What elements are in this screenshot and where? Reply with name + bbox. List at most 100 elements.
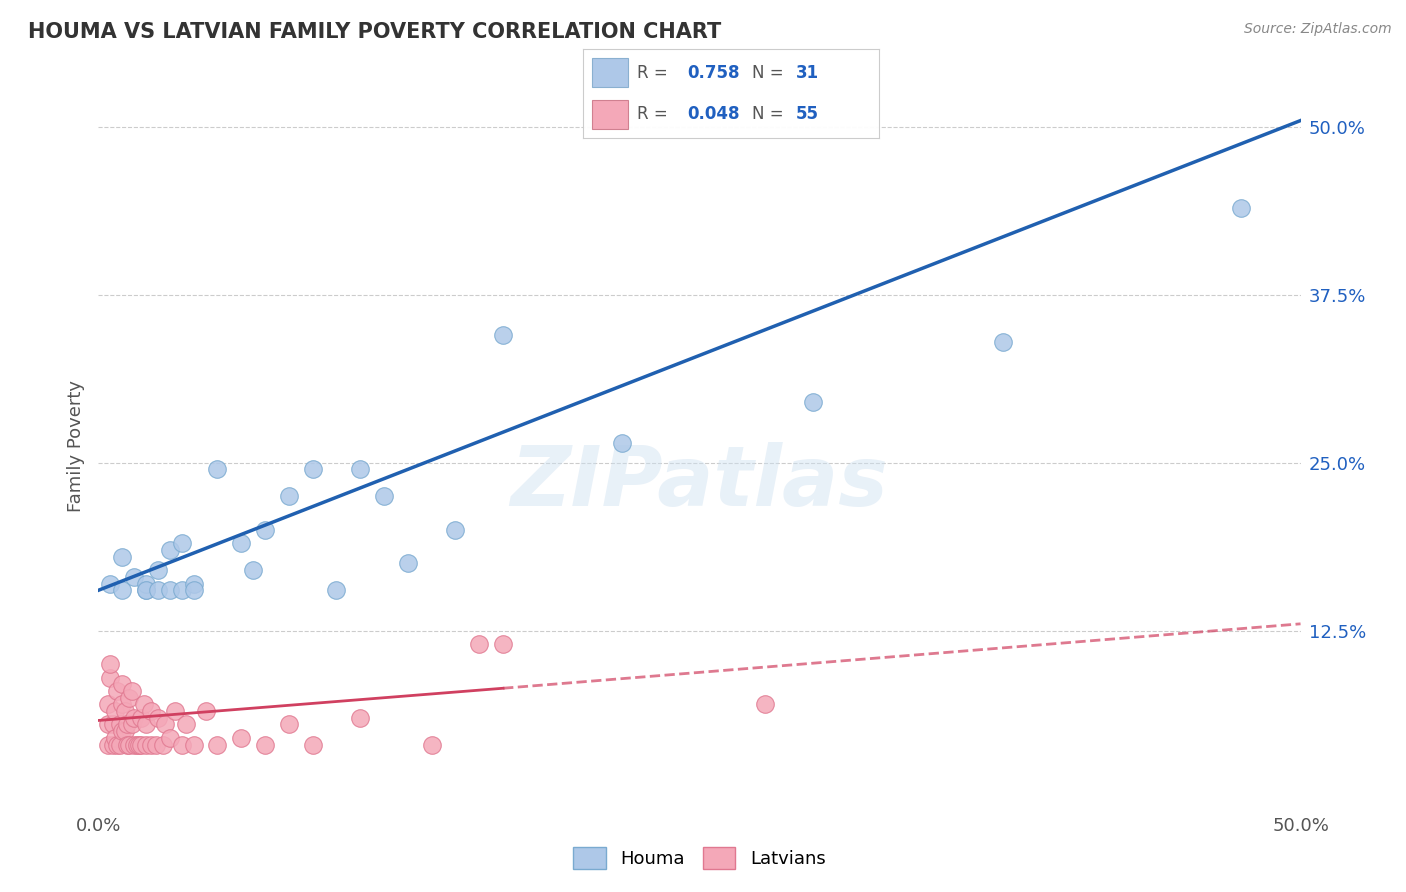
Point bbox=[801, 395, 824, 409]
Point bbox=[159, 583, 181, 598]
Point bbox=[97, 717, 120, 731]
Point bbox=[98, 657, 121, 671]
Point bbox=[98, 671, 121, 685]
Point bbox=[108, 738, 131, 752]
Text: 0.758: 0.758 bbox=[688, 63, 740, 82]
Point bbox=[420, 738, 443, 752]
Point bbox=[104, 704, 127, 718]
Point bbox=[207, 738, 229, 752]
Point bbox=[373, 489, 395, 503]
Point bbox=[115, 738, 138, 752]
Point bbox=[122, 570, 145, 584]
Point bbox=[107, 684, 129, 698]
Point bbox=[129, 738, 152, 752]
Point bbox=[444, 523, 467, 537]
Point bbox=[194, 704, 217, 718]
Point bbox=[231, 536, 253, 550]
Point bbox=[242, 563, 264, 577]
Point bbox=[135, 717, 157, 731]
Point bbox=[139, 738, 162, 752]
Point bbox=[135, 576, 157, 591]
Point bbox=[114, 724, 136, 739]
Point bbox=[231, 731, 253, 745]
Point bbox=[492, 328, 515, 343]
Point bbox=[146, 563, 169, 577]
Point bbox=[492, 637, 515, 651]
Point bbox=[325, 583, 347, 598]
Point bbox=[153, 717, 176, 731]
Point bbox=[111, 724, 134, 739]
Point bbox=[111, 677, 134, 691]
Point bbox=[754, 698, 776, 712]
Point bbox=[135, 583, 157, 598]
Text: 31: 31 bbox=[796, 63, 820, 82]
Point bbox=[991, 334, 1014, 349]
Point bbox=[104, 731, 127, 745]
Point bbox=[121, 684, 143, 698]
Point bbox=[97, 738, 120, 752]
Point bbox=[468, 637, 491, 651]
Text: 55: 55 bbox=[796, 105, 820, 123]
Point bbox=[277, 489, 299, 503]
Point bbox=[115, 717, 138, 731]
Point bbox=[114, 704, 136, 718]
Point bbox=[349, 711, 371, 725]
Point bbox=[183, 583, 205, 598]
Point bbox=[152, 738, 174, 752]
Point bbox=[254, 523, 277, 537]
Text: N =: N = bbox=[752, 63, 789, 82]
Point bbox=[183, 576, 205, 591]
Point bbox=[610, 435, 633, 450]
Point bbox=[170, 583, 193, 598]
Point bbox=[122, 738, 145, 752]
Point bbox=[159, 543, 181, 558]
Point bbox=[122, 711, 145, 725]
Point bbox=[170, 738, 193, 752]
Point bbox=[170, 536, 193, 550]
Text: R =: R = bbox=[637, 63, 672, 82]
Text: N =: N = bbox=[752, 105, 789, 123]
Point bbox=[146, 583, 169, 598]
Point bbox=[396, 557, 419, 571]
Point bbox=[301, 462, 323, 476]
Point bbox=[1230, 201, 1253, 215]
Text: HOUMA VS LATVIAN FAMILY POVERTY CORRELATION CHART: HOUMA VS LATVIAN FAMILY POVERTY CORRELAT… bbox=[28, 22, 721, 42]
Point bbox=[111, 583, 134, 598]
Point bbox=[118, 690, 141, 705]
Point bbox=[145, 738, 167, 752]
Legend: Houma, Latvians: Houma, Latvians bbox=[567, 839, 832, 876]
Point bbox=[111, 549, 134, 564]
Point bbox=[301, 738, 323, 752]
Point bbox=[254, 738, 277, 752]
Bar bbox=[592, 100, 627, 129]
Point bbox=[349, 462, 371, 476]
Point bbox=[135, 583, 157, 598]
Text: 0.048: 0.048 bbox=[688, 105, 740, 123]
Point bbox=[129, 711, 152, 725]
Point bbox=[146, 711, 169, 725]
Y-axis label: Family Poverty: Family Poverty bbox=[67, 380, 86, 512]
Point bbox=[98, 576, 121, 591]
Point bbox=[111, 698, 134, 712]
Point bbox=[97, 698, 120, 712]
Point bbox=[108, 717, 131, 731]
Bar bbox=[592, 58, 627, 87]
Point bbox=[159, 731, 181, 745]
Point bbox=[101, 717, 124, 731]
Point bbox=[135, 738, 157, 752]
Point bbox=[163, 704, 186, 718]
Point bbox=[139, 704, 162, 718]
Point bbox=[118, 738, 141, 752]
Point bbox=[101, 738, 124, 752]
Point bbox=[107, 738, 129, 752]
Point bbox=[121, 717, 143, 731]
Text: R =: R = bbox=[637, 105, 672, 123]
Point bbox=[183, 738, 205, 752]
Point bbox=[207, 462, 229, 476]
Point bbox=[132, 698, 155, 712]
Text: Source: ZipAtlas.com: Source: ZipAtlas.com bbox=[1244, 22, 1392, 37]
Point bbox=[176, 717, 198, 731]
Point bbox=[125, 738, 148, 752]
Text: ZIPatlas: ZIPatlas bbox=[510, 442, 889, 523]
Point bbox=[128, 738, 150, 752]
